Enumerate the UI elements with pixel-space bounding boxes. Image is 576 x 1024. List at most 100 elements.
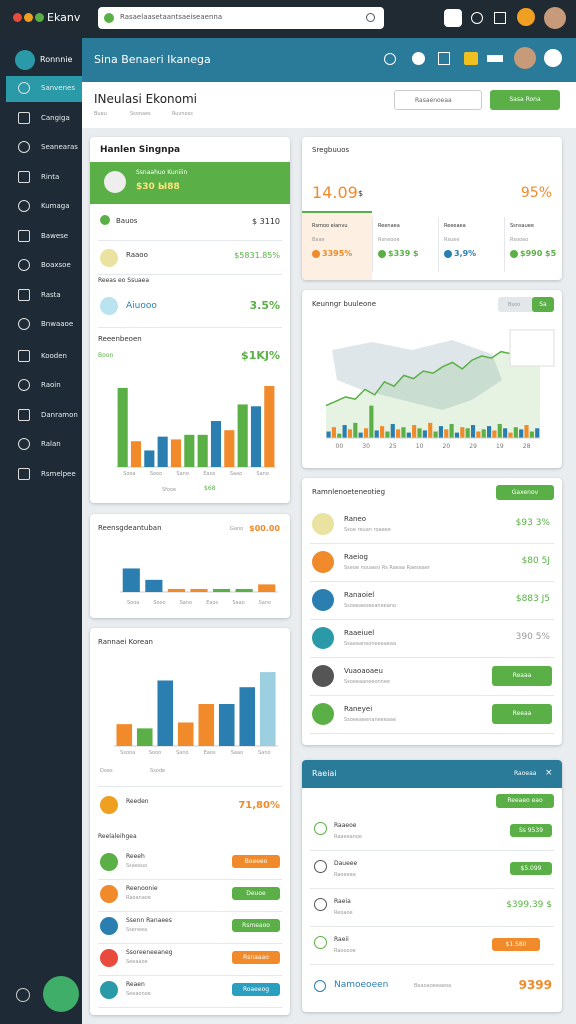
address-bar[interactable]: Rasaelaasetaantsaeiseaenna [98,7,384,29]
bar [237,404,248,467]
icon [100,796,118,814]
bar [136,728,153,746]
avatar [104,171,126,193]
row-button[interactable]: Reeaa [492,704,552,724]
x-tick-label: Sooa [123,471,135,477]
footer-value: 9399 [518,978,552,992]
row-button[interactable]: Reaaa [492,666,552,686]
stat-value: 3,9% [454,249,477,258]
row-sub: Raooooe [334,948,356,954]
search-box[interactable]: Rasaenoeaa [394,90,482,110]
menu-item[interactable]: Sanvenes [41,84,76,92]
menu-item[interactable]: Kooden [41,351,67,360]
row-sub: Sseneea [126,927,148,933]
bar [369,405,374,438]
card-title: Keunngr buuleone [312,300,376,308]
row-button[interactable]: Roaeeog [232,983,280,996]
x-tick-label: Sano [256,471,268,477]
bar [358,432,363,438]
bar [513,427,518,438]
divider [504,217,505,272]
x-tick-label: Sooo [149,750,161,756]
row-button[interactable]: Boeeeo [232,855,280,868]
row-name: Raeiog [344,553,368,561]
menu-item[interactable]: Kumaga [41,202,70,210]
row-sub: Ssaeauo [126,863,148,869]
settings-icon[interactable] [16,988,30,1002]
icon[interactable] [384,53,396,65]
icon [314,980,326,992]
card: Reensgdeantuban Gano $00.00 Sooa Sooo Sano… [90,514,290,618]
filter[interactable]: Reeaeo eao [496,794,554,808]
toggle[interactable]: Bsoo Sa [498,297,554,312]
row-value: $5831.85% [234,251,280,260]
primary-button[interactable]: Sasa Rona [490,90,560,110]
x-tick-label: 10 [416,443,424,450]
x-tick-label: Saao [231,750,243,756]
menu-item[interactable]: Raoin [41,381,61,389]
icon[interactable] [412,52,425,65]
menu-item[interactable]: Seanearas [41,143,78,151]
row-button[interactable]: Rsmeaoo [232,919,280,932]
divider [310,543,554,544]
icon[interactable] [494,12,506,24]
x-tick-label: 29 [469,443,477,450]
bar [449,423,454,438]
menu-item[interactable]: Boaxsoe [41,261,71,269]
menu-item[interactable]: Bawese [41,231,69,240]
menu-item[interactable]: Rasta [41,290,61,299]
icon[interactable] [471,12,483,24]
close[interactable]: × [545,768,553,778]
profile-name: Ssnaahuo Kuniiin [136,169,188,176]
avatar[interactable] [514,47,536,69]
tab[interactable]: Ruvnoss [172,111,193,117]
row-name: Raeii [334,936,349,943]
divider [98,786,282,787]
row-label: Raaoo [126,251,148,259]
bar [145,579,163,592]
menu-item[interactable]: Bnwaaoe [41,320,74,328]
tab[interactable]: Ssonaes [130,111,151,117]
row-name: Ssenn Ranaees [126,917,172,924]
divider [310,850,554,851]
menu-item[interactable]: Danramon [41,410,78,419]
row-button[interactable]: Rsnaaao [232,951,280,964]
bar [326,431,331,438]
menu-item[interactable]: Rsmelpee [41,469,76,478]
bar [170,439,182,467]
bar [264,386,275,467]
stat-sub: Rsooeo [510,237,529,243]
icon[interactable] [464,52,478,65]
card-title: Reensgdeantuban [98,524,162,532]
row-sub: Ssaeaaneoneeaaeaa [344,641,397,647]
toggle-option[interactable]: Bsoo [508,302,521,308]
bar-chart: Ssooa Sooo Sano Eaos Saao Sano [114,672,278,756]
tab[interactable]: Bueu [94,111,107,117]
header-action[interactable]: Raoeaa [514,770,537,777]
footer-label: Ssode [150,768,166,774]
bar [347,429,353,438]
menu-item[interactable]: Cangiga [41,113,70,122]
avatar[interactable] [544,7,566,29]
icon[interactable] [438,52,450,65]
row-button[interactable]: Deuoe [232,887,280,900]
menu-icon [18,349,30,362]
button[interactable]: Gaxenov [496,485,554,500]
row-icon [312,665,334,687]
row-icon [314,860,327,873]
x-tick-label: Sano [258,750,270,756]
browser-title: Ekanv [47,11,81,24]
fab[interactable] [43,976,79,1012]
profile-value: $30 Ы88 [136,182,180,192]
icon[interactable] [544,49,562,67]
ext-icon[interactable] [444,9,462,27]
icon[interactable] [487,55,503,62]
search-text: Rasaenoeaa [415,97,452,104]
row-name: Raneyei [344,705,373,713]
icon[interactable] [517,8,535,26]
menu-item[interactable]: Rinta [41,172,60,181]
card: Rannaei Korean Ssooa Sooo Sano Eaos Saao Sano… [90,628,290,1015]
row-icon [312,513,334,535]
toggle-option[interactable]: Sa [532,297,554,312]
menu-item[interactable]: Ralan [41,440,61,448]
